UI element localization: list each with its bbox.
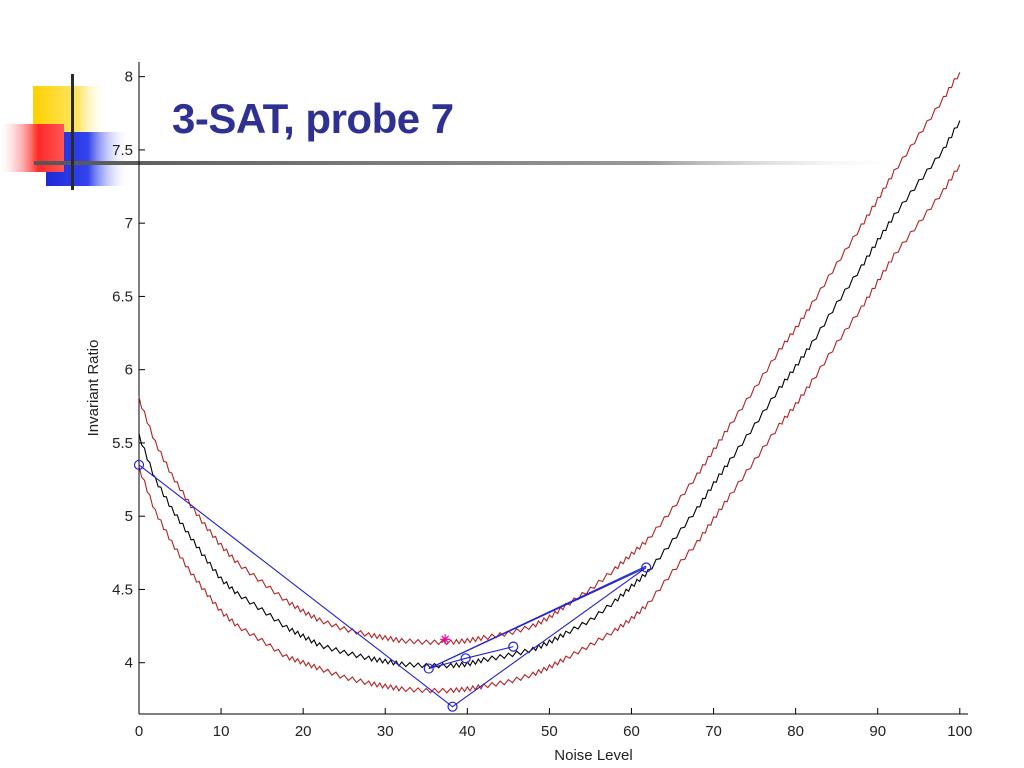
y-tick-label: 5.5 [112, 435, 133, 452]
lower-bound-line [138, 164, 961, 694]
slide-title: 3-SAT, probe 7 [172, 95, 454, 142]
y-axis-label: Invariant Ratio [85, 340, 102, 437]
y-tick-label: 6.5 [112, 288, 133, 305]
probe-point [133, 459, 145, 471]
series-layer [133, 72, 961, 712]
y-tick-label: 7 [125, 215, 133, 232]
x-tick-label: 60 [623, 723, 640, 740]
y-tick-label: 4.5 [112, 581, 133, 598]
probe-point [460, 653, 471, 664]
y-tick-label: 4 [125, 655, 133, 672]
star-stroke [441, 635, 450, 644]
x-tick-label: 80 [787, 723, 804, 740]
upper-bound-line [138, 72, 961, 646]
probe-path-line [138, 464, 647, 708]
x-tick-label: 70 [705, 723, 722, 740]
x-tick-label: 100 [947, 723, 972, 740]
x-tick-label: 90 [869, 723, 886, 740]
x-axis-label: Noise Level [554, 747, 632, 764]
y-tick-label: 5 [125, 508, 133, 525]
plot-axes [138, 62, 968, 715]
x-tick-label: 50 [541, 723, 558, 740]
star-point [440, 634, 451, 645]
tick-labels: 0 10 20 30 40 50 60 70 80 90 100 4 4.5 5 5.5 6 6.5 7 7.5 8 [112, 69, 972, 740]
y-tick-label: 6 [125, 362, 133, 379]
x-tick-label: 40 [459, 723, 476, 740]
probe-point [508, 641, 519, 652]
y-tick-label: 8 [125, 69, 133, 86]
x-tick-label: 30 [377, 723, 394, 740]
probe-point [423, 663, 434, 674]
x-tick-label: 20 [295, 723, 312, 740]
x-tick-label: 0 [135, 723, 143, 740]
probe-path-segment [428, 565, 647, 670]
probe-point [641, 562, 652, 573]
mean-line [138, 120, 961, 669]
x-tick-label: 10 [213, 723, 230, 740]
probe-point [447, 701, 458, 712]
y-tick-label: 7.5 [112, 142, 133, 159]
